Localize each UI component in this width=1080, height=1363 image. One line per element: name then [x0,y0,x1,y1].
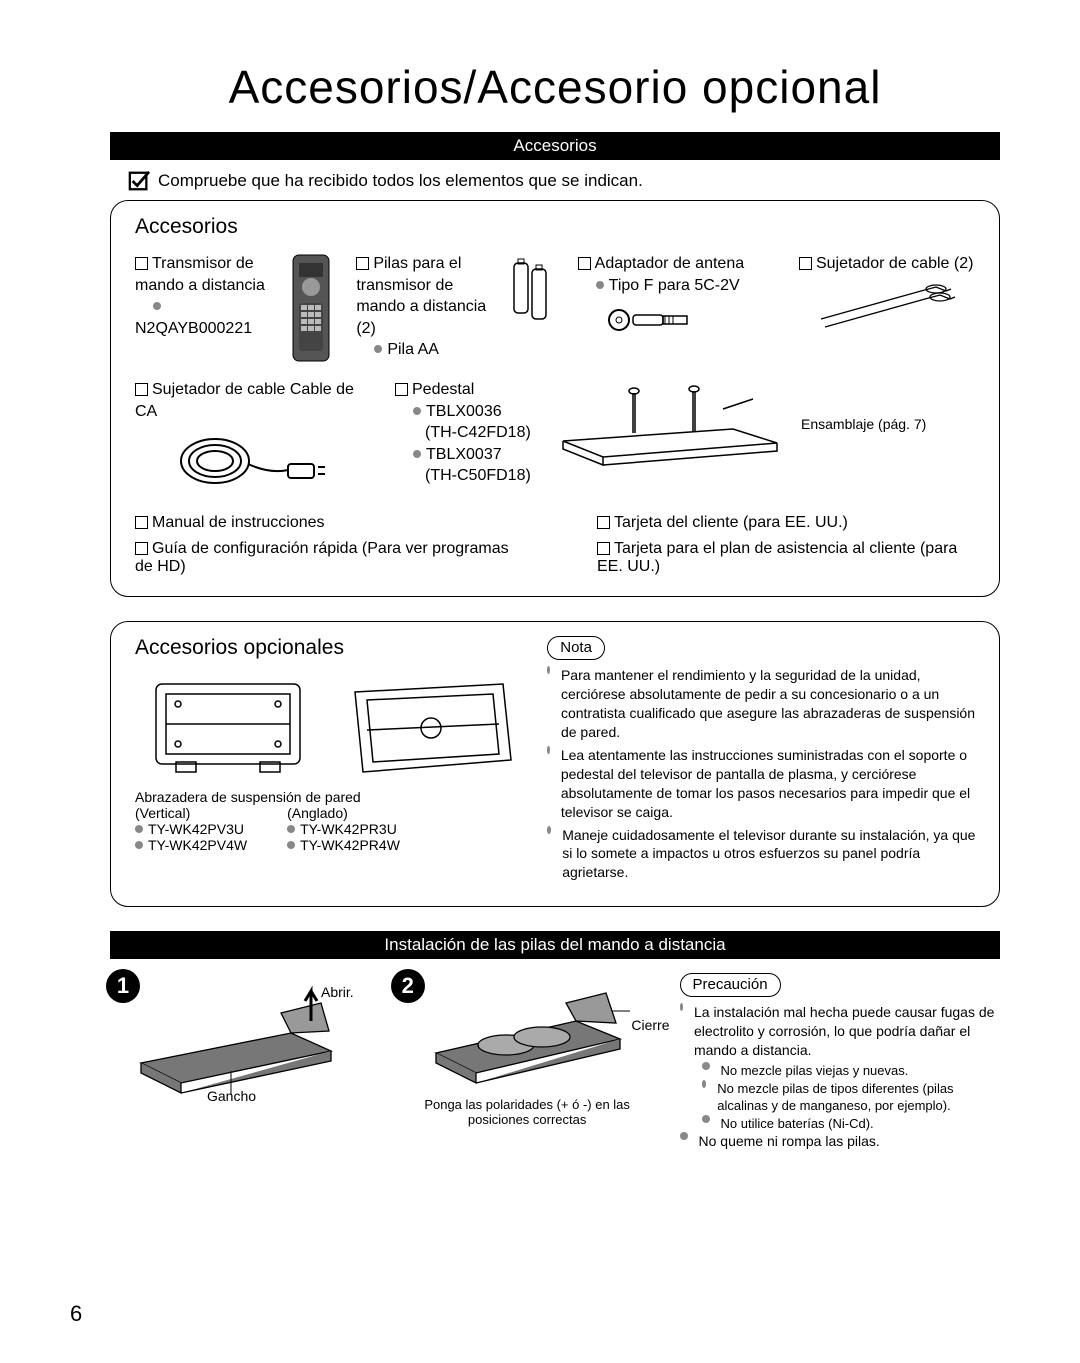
optional-heading: Accesorios opcionales [135,636,523,660]
bullet-icon [702,1080,707,1088]
polarity-caption: Ponga las polaridades (+ ó -) en las pos… [395,1097,660,1127]
bullet-icon [702,1115,710,1123]
custcard-text: Tarjeta del cliente (para EE. UU.) [614,514,848,531]
caution-s1: No mezcle pilas viejas y nuevas. [721,1062,909,1080]
pedestal-m2-note: (TH-C50FD18) [425,467,531,484]
batteries-illustration [506,253,556,323]
step-number-1: 1 [106,969,140,1003]
bullet-icon [596,281,604,289]
checkbox-icon [135,542,148,555]
nota-label: Nota [547,636,605,660]
nota-2: Lea atentamente las instrucciones sumini… [561,746,979,822]
checkbox-icon [597,542,610,555]
model-v2: TY-WK42PV4W [148,837,247,853]
step-1: 1 Abrir. Gancho [110,973,375,1153]
step-2: 2 Cierre Ponga [395,973,660,1153]
remote-title: Transmisor de mando a distancia [135,255,265,294]
install-bar: Instalación de las pilas del mando a dis… [110,931,1000,959]
caution-1: La instalación mal hecha puede causar fu… [694,1003,1000,1060]
nota-3: Maneje cuidadosamente el televisor duran… [562,826,979,883]
manual-text: Manual de instrucciones [152,514,325,531]
pedestal-title: Pedestal [412,381,474,398]
check-instruction-row: Compruebe que ha recibido todos los elem… [128,170,1000,192]
caution-s2: No mezcle pilas de tipos diferentes (pil… [717,1080,1000,1115]
bullet-icon [153,302,161,310]
bullet-icon [287,825,295,833]
pedestal-m1-note: (TH-C42FD18) [425,424,531,441]
check-instruction-text: Compruebe que ha recibido todos los elem… [158,171,643,191]
angled-label: (Anglado) [287,805,400,821]
bullet-icon [547,746,550,754]
bullet-icon [413,407,421,415]
model-a1: TY-WK42PR3U [300,821,397,837]
open-label: Abrir. [321,984,354,1000]
caution-label: Precaución [680,973,781,997]
checkbox-icon [135,516,148,529]
checkbox-icon [395,383,408,396]
plancard-text: Tarjeta para el plan de asistencia al cl… [597,540,957,575]
accessories-heading: Accesorios [135,215,979,239]
close-label: Cierre [631,1017,669,1033]
bullet-icon [413,450,421,458]
caution-s3: No utilice baterías (Ni-Cd). [721,1115,874,1133]
checkbox-icon [597,516,610,529]
bullet-icon [547,826,551,834]
model-a2: TY-WK42PR4W [300,837,400,853]
assembly-ref: Ensamblaje (pág. 7) [801,416,926,432]
pedestal-illustration [553,379,783,469]
optional-panel: Accesorios opcionales [110,621,1000,907]
bracket-title: Abrazadera de suspensión de pared [135,789,523,805]
antenna-title: Adaptador de antena [595,255,744,272]
bullet-icon [287,841,295,849]
accessories-bar: Accesorios [110,132,1000,160]
install-section: Instalación de las pilas del mando a dis… [110,931,1000,1153]
bullet-icon [547,666,550,674]
model-v1: TY-WK42PV3U [148,821,244,837]
checkbox-icon [135,257,148,270]
bracket-vertical-illustration [135,674,320,779]
pedestal-m2: TBLX0037 [426,446,502,463]
antenna-illustration [578,302,744,337]
batteries-title: Pilas para el transmisor de mando a dist… [356,255,486,337]
bullet-icon [135,841,143,849]
clamp-ac-title: Sujetador de cable Cable de CA [135,381,354,420]
antenna-sub: Tipo F para 5C-2V [609,277,740,294]
checkbox-icon [356,257,369,270]
page-number: 6 [70,1301,82,1327]
vertical-label: (Vertical) [135,805,247,821]
clamp2-title: Sujetador de cable (2) [816,255,973,272]
remote-illustration [287,253,335,363]
bullet-icon [374,345,382,353]
caution-column: Precaución La instalación mal hecha pued… [680,973,1000,1153]
step2-illustration [403,973,660,1093]
accessories-panel: Accesorios Transmisor de mando a distanc… [110,200,1000,597]
pedestal-m1: TBLX0036 [426,403,502,420]
checked-box-icon [128,170,150,192]
hook-label: Gancho [207,1088,256,1103]
bullet-icon [680,1132,688,1140]
nota-1: Para mantener el rendimiento y la seguri… [561,666,979,742]
batteries-sub: Pila AA [387,341,439,358]
checkbox-icon [578,257,591,270]
page-title: Accesorios/Accesorio opcional [110,60,1000,114]
bullet-icon [680,1003,683,1011]
remote-model: N2QAYB000221 [135,320,252,337]
bracket-angled-illustration [338,674,523,779]
checkbox-icon [799,257,812,270]
bullet-icon [702,1062,710,1070]
bullet-icon [135,825,143,833]
checkbox-icon [135,383,148,396]
step-number-2: 2 [391,969,425,1003]
clamp2-illustration [799,279,973,334]
caution-2: No queme ni rompa las pilas. [699,1132,880,1151]
ac-cable-illustration [135,426,365,496]
step1-illustration: Abrir. Gancho [118,973,375,1103]
quickguide-text: Guía de configuración rápida (Para ver p… [135,540,509,575]
